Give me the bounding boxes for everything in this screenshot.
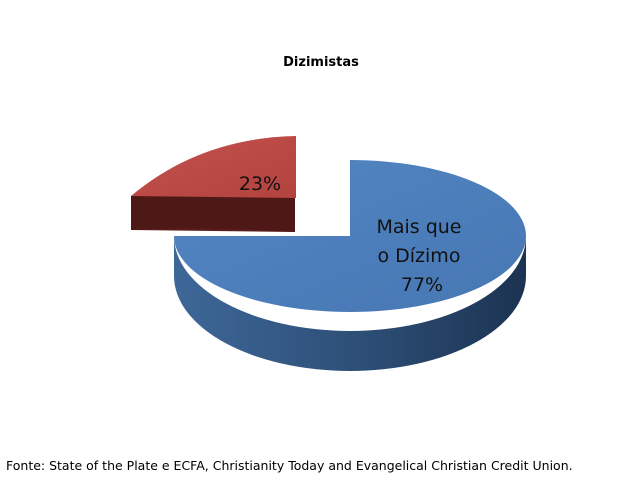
pie-slice-23 [131, 136, 296, 232]
pie-slice-77-side [174, 236, 526, 371]
pie-slice-77 [174, 160, 526, 371]
pie-slice-23-top [131, 136, 296, 198]
data-label-77: Mais que o Dízimo 77% [376, 216, 467, 296]
source-note: Fonte: State of the Plate e ECFA, Christ… [6, 458, 573, 473]
data-label-23: 23% [239, 173, 281, 195]
pie-slice-77-top [174, 160, 526, 312]
chart-title: Dizimistas [283, 55, 359, 70]
